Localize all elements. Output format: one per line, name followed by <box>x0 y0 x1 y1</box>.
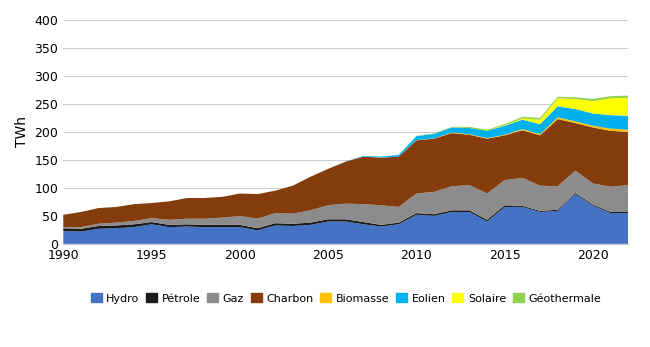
Legend: Hydro, Pétrole, Gaz, Charbon, Biomasse, Eolien, Solaire, Géothermale: Hydro, Pétrole, Gaz, Charbon, Biomasse, … <box>87 290 604 307</box>
Y-axis label: TWh: TWh <box>15 117 29 147</box>
